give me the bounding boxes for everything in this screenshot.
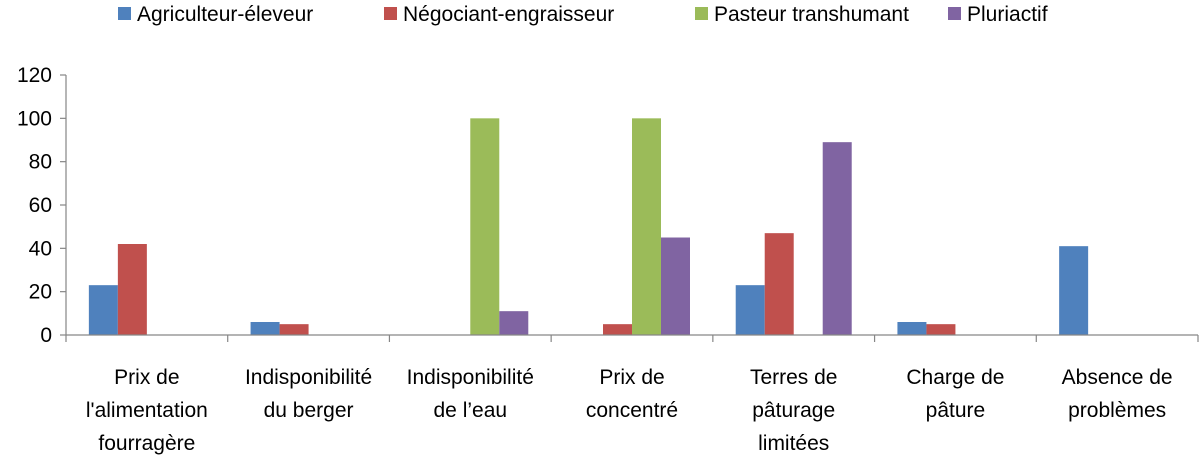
bar-1-0 [250, 322, 280, 335]
x-tick-label-2: Indisponibilité de l’eau [407, 366, 534, 422]
legend-label-1: Négociant-engraisseur [403, 3, 614, 26]
bar-3-3 [661, 237, 690, 335]
bar-2-3 [499, 311, 529, 335]
x-tick-label-1: Indisponibilité du berger [245, 366, 372, 422]
x-tick-label-4: Terres de pâturage limitées [750, 366, 838, 455]
bar-5-0 [897, 322, 927, 335]
bar-6-0 [1059, 246, 1089, 335]
bar-2-2 [470, 118, 500, 335]
legend-item-1: Négociant-engraisseur [384, 3, 614, 26]
legend-label-3: Pluriactif [967, 3, 1048, 26]
x-tick-label-0: Prix de l'alimentation fourragère [86, 366, 208, 455]
x-tick-label-5: Charge de pâture [906, 366, 1004, 422]
y-tick-label-5: 100 [17, 107, 52, 130]
bar-4-3 [822, 142, 852, 335]
y-tick-label-2: 40 [29, 237, 52, 260]
legend-label-0: Agriculteur-éleveur [137, 3, 313, 26]
legend-swatch-0 [118, 7, 131, 20]
y-tick-label-0: 0 [40, 324, 52, 347]
legend-item-2: Pasteur transhumant [695, 3, 909, 26]
legend-swatch-1 [384, 7, 397, 20]
bar-5-1 [926, 324, 956, 335]
bar-3-2 [632, 118, 661, 335]
legend-item-0: Agriculteur-éleveur [118, 3, 313, 26]
x-tick-label-6: Absence de problèmes [1062, 366, 1173, 422]
bar-4-0 [735, 285, 765, 335]
x-axis: Prix de l'alimentation fourragère Indisponi… [65, 334, 1199, 455]
y-tick-label-1: 20 [29, 281, 52, 304]
legend-swatch-3 [948, 7, 961, 20]
x-tick-label-3: Prix de concentré [586, 366, 678, 422]
bars [88, 118, 1089, 335]
bar-0-0 [88, 285, 118, 335]
y-tick-label-3: 60 [29, 194, 52, 217]
legend-label-2: Pasteur transhumant [714, 3, 909, 26]
bar-0-1 [117, 244, 147, 335]
legend-item-3: Pluriactif [948, 3, 1048, 26]
bar-3-1 [603, 324, 632, 335]
legend-swatch-2 [695, 7, 708, 20]
bar-4-1 [764, 233, 794, 335]
y-axis: 0 20 40 60 80 100 120 [17, 64, 67, 347]
y-tick-label-4: 80 [29, 151, 52, 174]
legend: Agriculteur-éleveur Négociant-engraisseur… [118, 3, 1048, 26]
bar-1-1 [279, 324, 309, 335]
y-tick-label-6: 120 [17, 64, 52, 87]
